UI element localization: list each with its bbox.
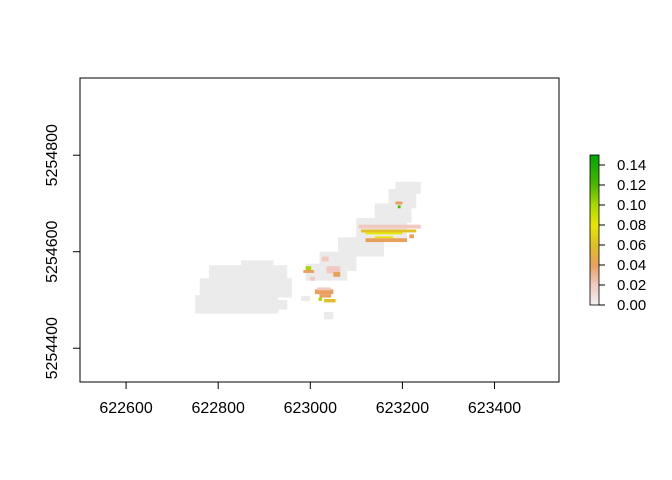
- y-tick-label: 5254600: [44, 220, 61, 282]
- raster-cell-17: [365, 238, 408, 243]
- x-axis: 622600 622800 623000 623200 623400: [99, 381, 521, 417]
- raster-cell-31: [310, 276, 315, 281]
- x-tick-label: 622600: [99, 400, 152, 417]
- raster-cell-22: [326, 266, 341, 274]
- color-legend: 0.00 0.02 0.04 0.06 0.08 0.10 0.12 0.14: [589, 154, 646, 314]
- raster-cell-18: [374, 236, 394, 239]
- plot-frame: [79, 77, 560, 383]
- legend-tick-label: 0.12: [617, 177, 646, 194]
- raster-cell-13: [301, 296, 311, 301]
- x-tick-label: 623200: [376, 400, 429, 417]
- legend-tick-label: 0.14: [617, 157, 646, 174]
- raster-cell-12: [324, 312, 334, 320]
- raster-cell-26: [319, 294, 332, 298]
- raster-cell-20: [397, 205, 401, 209]
- raster-cell-0: [195, 295, 279, 314]
- y-tick-label: 5254400: [44, 317, 61, 379]
- raster-cell-14: [358, 224, 421, 229]
- raster-cell-27: [318, 297, 322, 301]
- x-tick-label: 622800: [191, 400, 244, 417]
- raster-cells: [195, 181, 421, 320]
- legend-tick-label: 0.10: [617, 197, 646, 214]
- raster-cell-1: [199, 278, 292, 298]
- legend-tick-label: 0.00: [617, 297, 646, 314]
- raster-cell-3: [241, 260, 274, 268]
- raster-cell-15: [360, 229, 417, 233]
- raster-cell-16: [365, 232, 403, 235]
- legend-tick-label: 0.04: [617, 257, 646, 274]
- legend-frame: [589, 154, 600, 306]
- legend-tick-label: 0.06: [617, 237, 646, 254]
- x-tick-label: 623400: [468, 400, 521, 417]
- y-axis: 5254400 5254600 5254800: [44, 124, 81, 379]
- raster-cell-23: [333, 271, 341, 277]
- raster-cell-21: [409, 234, 414, 239]
- x-tick-label: 623000: [284, 400, 337, 417]
- legend-tick-label: 0.08: [617, 217, 646, 234]
- raster-cell-25: [317, 287, 332, 291]
- raster-cell-29: [305, 266, 312, 271]
- raster-cell-32: [321, 256, 329, 262]
- raster-cell-24: [314, 289, 334, 295]
- raster-cell-2: [208, 265, 288, 281]
- raster-cell-30: [303, 270, 314, 273]
- raster-cell-4: [264, 299, 288, 310]
- raster-cell-11: [395, 181, 421, 194]
- raster-cell-28: [324, 299, 336, 303]
- raster-cell-19: [395, 201, 403, 205]
- legend-colorbar: [590, 155, 599, 305]
- legend-tick-label: 0.02: [617, 277, 646, 294]
- y-tick-label: 5254800: [44, 124, 61, 186]
